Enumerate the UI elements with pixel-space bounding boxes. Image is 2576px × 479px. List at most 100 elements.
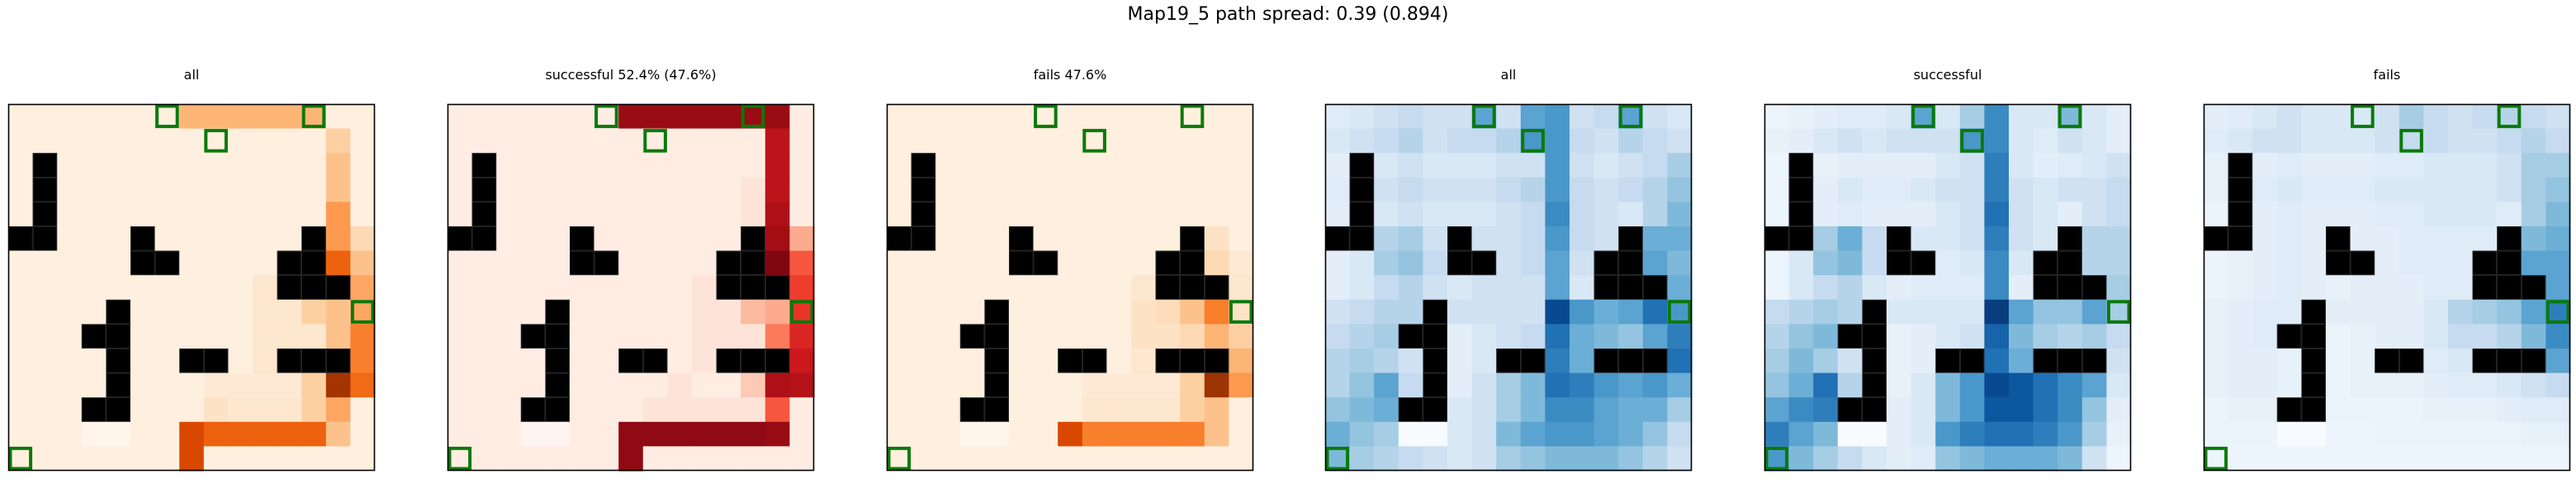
heatmap-cell <box>154 397 180 423</box>
heatmap-cell <box>570 128 595 154</box>
heatmap-cell <box>667 275 693 301</box>
heatmap-cell <box>1911 299 1936 325</box>
obstacle-edge <box>2081 349 2107 373</box>
obstacle-edge <box>1862 324 1887 349</box>
obstacle-cell <box>1788 202 1814 227</box>
obstacle-edge <box>2277 324 2302 349</box>
heatmap-cell <box>1911 349 1936 374</box>
heatmap-cell <box>2204 104 2229 130</box>
heatmap-cell <box>911 446 936 472</box>
heatmap-cell <box>2301 250 2327 276</box>
obstacle-cell <box>1325 226 1351 252</box>
heatmap-cell <box>2106 153 2132 178</box>
heatmap-cell <box>325 177 351 202</box>
heatmap-cell <box>1813 397 1839 423</box>
obstacle-cell <box>545 372 571 398</box>
obstacle-cell <box>1618 349 1644 374</box>
obstacle-edge <box>2301 349 2326 373</box>
heatmap-cell <box>692 177 717 202</box>
obstacle-edge <box>1423 324 1447 349</box>
heatmap-cell <box>2497 177 2522 202</box>
obstacle-cell <box>1423 397 1448 423</box>
heatmap-cell <box>1667 372 1693 398</box>
heatmap-cell <box>1349 299 1375 325</box>
heatmap-cell <box>2009 250 2034 276</box>
obstacle-edge <box>1496 349 1521 373</box>
heatmap-cell <box>2081 446 2107 472</box>
heatmap-cell <box>179 104 205 130</box>
heatmap-cell <box>2448 397 2474 423</box>
heatmap-cell <box>911 349 936 374</box>
heatmap-cell <box>81 177 107 202</box>
heatmap-cell <box>2009 299 2034 325</box>
heatmap-cell <box>594 153 619 178</box>
panel-frame <box>886 103 1254 472</box>
heatmap-cell <box>496 349 522 374</box>
heatmap-cell <box>2545 349 2571 374</box>
heatmap-cell <box>2301 421 2327 447</box>
obstacle-cell <box>471 202 497 227</box>
heatmap-cell <box>325 446 351 472</box>
obstacle-cell <box>2398 349 2424 374</box>
heatmap-cell <box>228 324 253 349</box>
heatmap-cell <box>471 275 497 301</box>
heatmap-cell <box>496 324 522 349</box>
heatmap-cell <box>789 372 815 398</box>
obstacle-edge <box>765 275 790 300</box>
heatmap-cell <box>2398 250 2424 276</box>
heatmap-cell <box>1667 177 1693 202</box>
heatmap-cell <box>2252 275 2278 301</box>
heatmap-cell <box>1862 128 1887 154</box>
heatmap-cell <box>594 177 619 202</box>
heatmap-cell <box>1911 446 1936 472</box>
obstacle-edge <box>1058 349 1082 373</box>
heatmap-cell <box>1570 275 1595 301</box>
heatmap-cell <box>106 177 131 202</box>
heatmap-cell <box>32 104 58 130</box>
heatmap-cell <box>203 446 229 472</box>
heatmap-cell <box>1447 372 1473 398</box>
heatmap-cell <box>2423 397 2449 423</box>
heatmap-cell <box>325 397 351 423</box>
obstacle-edge <box>301 250 326 276</box>
heatmap-cell <box>1862 250 1887 276</box>
heatmap-cell <box>228 421 253 447</box>
heatmap-cell <box>1764 324 1790 349</box>
heatmap-cell <box>1180 446 1205 472</box>
obstacle-edge <box>130 250 155 276</box>
heatmap-cell <box>1204 250 1229 276</box>
heatmap-cell <box>1423 128 1448 154</box>
heatmap-cell <box>2081 324 2107 349</box>
heatmap-cell <box>2009 177 2034 202</box>
heatmap-cell <box>1520 153 1546 178</box>
heatmap-cell <box>325 153 351 178</box>
heatmap-cell <box>154 153 180 178</box>
heatmap-cell <box>2448 153 2474 178</box>
obstacle-edge <box>82 397 107 422</box>
heatmap-cell <box>2081 128 2107 154</box>
obstacle-cell <box>277 349 302 374</box>
heatmap-cell <box>1667 128 1693 154</box>
heatmap-cell <box>253 226 278 252</box>
obstacle-edge <box>1862 349 1887 373</box>
obstacle-cell <box>2228 153 2253 178</box>
heatmap-cell <box>959 202 985 227</box>
start-goal-marker <box>2204 446 2228 471</box>
heatmap-cell <box>471 324 497 349</box>
obstacle-edge <box>1788 178 1814 202</box>
heatmap-cell <box>1033 372 1058 398</box>
heatmap-cell <box>935 349 961 374</box>
heatmap-cell <box>2106 250 2132 276</box>
heatmap-cell <box>2326 153 2351 178</box>
heatmap-cell <box>228 128 253 154</box>
heatmap-cell <box>789 421 815 447</box>
heatmap-cell <box>1229 250 1254 276</box>
heatmap-cell <box>253 250 278 276</box>
obstacle-cell <box>1593 349 1619 374</box>
obstacle-cell <box>2276 397 2302 423</box>
heatmap-cell <box>1374 372 1399 398</box>
heatmap-cell <box>130 153 156 178</box>
heatmap-cell <box>570 299 595 325</box>
obstacle-cell <box>1593 250 1619 276</box>
heatmap-cell <box>2448 324 2474 349</box>
